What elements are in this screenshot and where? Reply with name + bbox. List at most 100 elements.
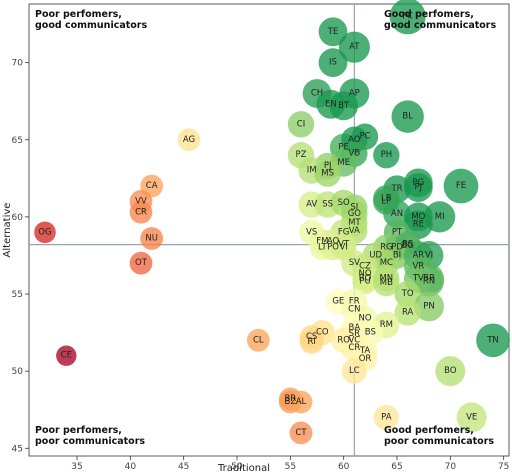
bubble-label-tv: TV — [412, 274, 424, 284]
bubble-label-lp: LP — [381, 196, 391, 206]
bubble-at — [338, 31, 370, 63]
bubble-label-ot: OT — [135, 258, 148, 268]
bubble-label-ph: PH — [381, 150, 393, 160]
bubble-label-cr: CR — [135, 207, 147, 217]
bubble-label-cn: CN — [348, 304, 360, 314]
bubble-label-vi: VI — [425, 250, 433, 260]
bubble-label-ba: BA — [349, 323, 361, 333]
bubble-label-bs: BS — [365, 328, 376, 338]
bubble-label-vi: VI — [340, 243, 348, 253]
bubble-label-pg: PG — [412, 178, 424, 188]
bubble-bo — [435, 356, 466, 387]
bubble-layer — [34, 0, 510, 445]
bubble-label-an: AN — [391, 209, 403, 219]
bubble-label-og: OG — [38, 227, 51, 237]
bubble-label-ss: SS — [322, 200, 333, 210]
bubble-is — [318, 48, 348, 78]
bubble-label-vv: VV — [135, 196, 147, 206]
bubble-label-to: TO — [401, 289, 414, 299]
x-tick-label: 55 — [285, 462, 296, 472]
bubble-label-ms: MS — [321, 169, 334, 179]
bubble-bl — [391, 100, 424, 133]
bubble-label-ap: AP — [349, 88, 360, 98]
bubble-label-at: AT — [349, 42, 360, 52]
bubble-label-cs: CS — [306, 332, 317, 342]
bubble-label-bo: BO — [444, 366, 457, 376]
bubble-label-rm: RM — [380, 320, 393, 330]
bubble-label-mo: MO — [411, 212, 425, 222]
bubble-label-rg: RG — [380, 243, 393, 253]
bubble-label-ud: UD — [369, 250, 382, 260]
x-tick-label: 50 — [231, 462, 243, 472]
bubble-label-bt: BT — [338, 101, 350, 111]
bubble-label-lb: LB — [381, 193, 392, 203]
bubble-label-cr: CR — [348, 343, 360, 353]
bubble-pa — [373, 404, 399, 431]
bubble-label-va: VA — [349, 226, 360, 236]
bubble-label-pz: PZ — [296, 150, 307, 160]
x-axis-ticks: 35 40 45 50 55 60 65 70 75 — [71, 456, 509, 472]
bubble-label-vr: VR — [412, 261, 424, 271]
bubble-label-or: OR — [359, 354, 372, 364]
corner-label-bottom-left-line2: poor communicators — [35, 436, 145, 447]
bubble-label-bs: BS — [402, 240, 413, 250]
bubble-label-vc: VC — [348, 335, 360, 345]
bubble-label-go: GO — [348, 209, 362, 219]
bubble-label-br: BR — [423, 274, 435, 284]
corner-label-top-right-line1: Good perfomers, — [384, 9, 474, 20]
bubble-label-fr: FR — [349, 297, 360, 307]
bubble-label-vs: VS — [306, 227, 317, 237]
corner-label-top-left-line2: good communicators — [35, 20, 147, 31]
bubble-label-cz: CZ — [359, 261, 371, 271]
x-axis-title: Traditional — [217, 463, 270, 474]
bubble-label-so: SO — [338, 198, 350, 208]
x-tick-label: 40 — [125, 462, 137, 472]
bubble-cl — [246, 328, 270, 352]
bubble-label-po: PO — [327, 243, 339, 253]
bubble-label-bi: BI — [393, 250, 401, 260]
y-axis-ticks: 45 50 55 60 65 70 — [12, 59, 29, 454]
bubble-label-vt: VT — [338, 240, 350, 250]
bubble-label-fc: FC — [402, 11, 413, 21]
y-tick-label: 70 — [12, 59, 24, 69]
bubble-label-nu: NU — [145, 233, 158, 243]
x-tick-label: 65 — [391, 462, 402, 472]
bubble-ra — [394, 299, 421, 326]
bubble-label-bl: BL — [402, 112, 413, 122]
bubble-label-ce: CE — [61, 351, 72, 361]
bubble-label-mb: MB — [380, 278, 393, 288]
bubble-label-ve: VE — [466, 412, 477, 422]
bubble-label-vb: VB — [349, 149, 361, 159]
bubble-label-rn: RN — [423, 277, 435, 287]
bubble-label-sr: SR — [349, 329, 360, 339]
bubble-label-si: SI — [350, 203, 358, 213]
bubble-label-ca: CA — [146, 181, 158, 191]
bubble-label-pa: PA — [381, 412, 392, 422]
bubble-label-ra: RA — [402, 308, 414, 318]
corner-label-bottom-right-line1: Good perfomers, — [384, 425, 474, 436]
y-tick-label: 50 — [12, 367, 24, 377]
bubble-label-bg: BG — [402, 241, 414, 251]
bubble-label-ct: CT — [295, 428, 307, 438]
bubble-al — [289, 390, 313, 414]
bubble-label-co: CO — [316, 328, 329, 338]
bubble-label-mn: MN — [379, 274, 393, 284]
bubble-label-ch: CH — [311, 88, 323, 98]
bubble-label-is: IS — [329, 58, 337, 68]
bubble-label-pt: PT — [392, 227, 403, 237]
bubble-label-tn: TN — [486, 335, 499, 345]
bubble-label-fe: FE — [456, 181, 466, 191]
x-tick-label: 75 — [498, 462, 509, 472]
y-tick-label: 65 — [12, 136, 23, 146]
bubble-cr — [129, 200, 153, 224]
y-tick-label: 60 — [12, 213, 24, 223]
bubble-label-lt: LT — [318, 243, 328, 253]
bubble-label-ro: RO — [337, 335, 350, 345]
bubble-ci — [287, 111, 315, 138]
bubble-label-cl: CL — [253, 335, 264, 345]
bubble-label-no: NO — [358, 314, 371, 324]
x-tick-label: 60 — [338, 462, 350, 472]
bubble-label-ge: GE — [332, 297, 344, 307]
bubble-re — [403, 210, 433, 240]
